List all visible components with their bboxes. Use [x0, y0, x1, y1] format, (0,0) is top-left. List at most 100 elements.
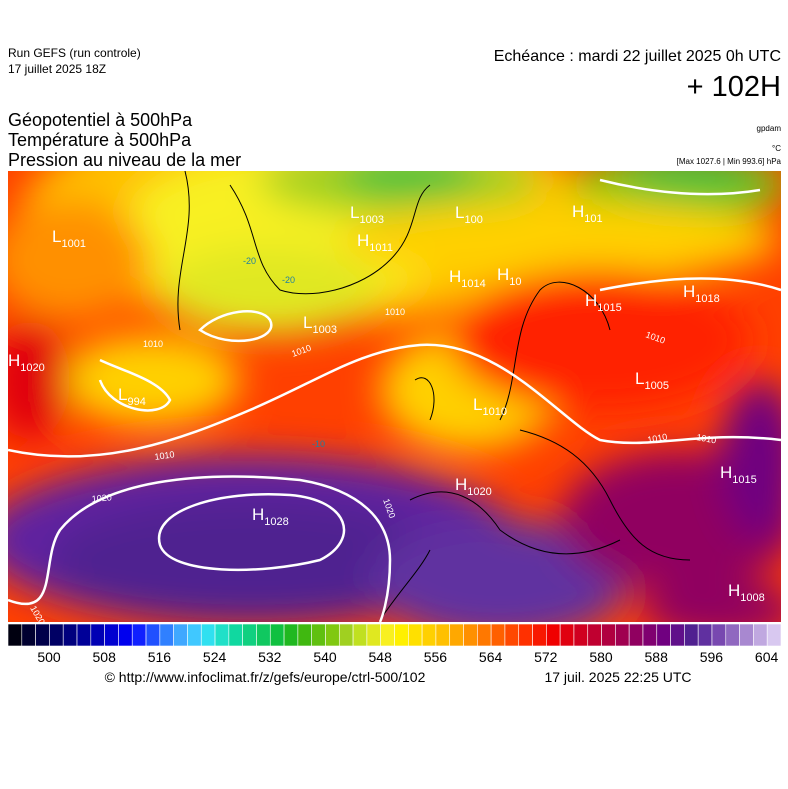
pressure-center: H1015 — [585, 291, 622, 314]
center-value: 1003 — [312, 324, 336, 336]
center-letter: L — [118, 385, 127, 404]
colorbar-swatch — [408, 623, 423, 647]
pressure-center: L1010 — [473, 395, 507, 418]
pressure-center: L1003 — [350, 203, 384, 226]
run-date: 17 juillet 2025 18Z — [8, 62, 106, 76]
colorbar-swatch — [711, 623, 727, 647]
temperature-label: -20 — [243, 256, 256, 266]
colorbar-tick-label: 508 — [93, 649, 117, 665]
center-letter: H — [8, 351, 20, 370]
colorbar-swatch — [518, 623, 533, 647]
colorbar-swatch — [670, 623, 685, 647]
colorbar-tick-label: 540 — [313, 649, 337, 665]
colorbar-swatch — [766, 623, 782, 647]
center-value: 1008 — [740, 592, 764, 604]
unit-label: °C — [772, 144, 781, 153]
center-letter: H — [455, 475, 467, 494]
isobar-label: 1010 — [143, 339, 163, 349]
colorbar-swatch — [118, 623, 133, 647]
colorbar-swatch — [49, 623, 64, 647]
colorbar-swatch — [725, 623, 740, 647]
center-letter: L — [455, 203, 464, 222]
colorbar-swatch — [62, 623, 78, 647]
pressure-center: L100 — [455, 203, 483, 226]
center-letter: H — [449, 267, 461, 286]
colorbar-swatch — [297, 623, 312, 647]
colorbar-swatch — [145, 623, 161, 647]
map — [8, 171, 781, 622]
colorbar-swatch — [656, 623, 671, 647]
colorbar-tick-label: 572 — [534, 649, 558, 665]
isobar-label: 1020 — [91, 492, 112, 504]
colorbar-swatch — [325, 623, 340, 647]
center-value: 1005 — [644, 380, 668, 392]
unit-label: gpdam — [757, 124, 782, 133]
colorbar-swatch — [449, 623, 464, 647]
center-value: 994 — [127, 396, 145, 408]
colorbar-swatch — [684, 623, 699, 647]
colorbar-swatch — [463, 623, 478, 647]
coastlines — [177, 171, 691, 621]
colorbar-swatch — [546, 623, 561, 647]
colorbar-swatch — [628, 623, 644, 647]
pressure-center: H1014 — [449, 267, 486, 290]
timestamp: 17 juil. 2025 22:25 UTC — [544, 669, 691, 685]
valid-time: Echéance : mardi 22 juillet 2025 0h UTC — [494, 48, 781, 65]
temperature-label: -20 — [282, 275, 295, 285]
isobar-label: 1010 — [647, 432, 668, 445]
colorbar-swatch — [35, 623, 50, 647]
field-title: Température à 500hPa — [8, 130, 192, 150]
isobar-label: 1010 — [696, 432, 717, 445]
colorbar-swatch — [283, 623, 299, 647]
center-letter: H — [252, 505, 264, 524]
colorbar-swatch — [490, 623, 506, 647]
center-value: 1018 — [695, 293, 719, 305]
colorbar-tick-label: 532 — [258, 649, 282, 665]
colorbar-swatch — [21, 623, 36, 647]
pressure-center: L1005 — [635, 369, 669, 392]
colorbar-swatch — [753, 623, 768, 647]
center-value: 1003 — [359, 214, 383, 226]
pressure-center: H10 — [497, 265, 522, 288]
center-value: 1014 — [461, 278, 485, 290]
colorbar-swatch — [187, 623, 202, 647]
isobar-label: 1010 — [385, 307, 405, 317]
colorbar-swatch — [739, 623, 754, 647]
pressure-center: H1028 — [252, 505, 289, 528]
colorbar-tick-label: 524 — [203, 649, 227, 665]
colorbar-tick-label: 500 — [37, 649, 61, 665]
colorbar-swatch — [159, 623, 174, 647]
field-title: Géopotentiel à 500hPa — [8, 110, 193, 130]
temperature-label: -10 — [312, 439, 325, 449]
isobar-label: 1010 — [154, 449, 175, 462]
colorbar-swatch — [587, 623, 602, 647]
colorbar-swatch — [104, 623, 119, 647]
center-letter: L — [635, 369, 644, 388]
colorbar-swatch — [504, 623, 520, 647]
colorbar-swatch — [200, 623, 216, 647]
pressure-center: L1001 — [52, 227, 86, 250]
pressure-center: H1015 — [720, 463, 757, 486]
center-letter: H — [728, 581, 740, 600]
colorbar-swatch — [697, 623, 713, 647]
pressure-center: H1020 — [455, 475, 492, 498]
colorbar-tick-label: 516 — [148, 649, 172, 665]
center-letter: L — [350, 203, 359, 222]
center-value: 1020 — [20, 362, 44, 374]
center-value: 100 — [464, 214, 482, 226]
colorbar-swatch — [601, 623, 616, 647]
colorbar-swatch — [559, 623, 575, 647]
center-letter: H — [357, 231, 369, 250]
colorbar-tick-label: 580 — [589, 649, 613, 665]
pressure-center: L994 — [118, 385, 146, 408]
colorbar-swatch — [615, 623, 630, 647]
run-label: Run GEFS (run controle) — [8, 46, 141, 60]
isobars — [8, 178, 781, 622]
colorbar-swatch — [269, 623, 285, 647]
colorbar-swatch — [131, 623, 147, 647]
colorbar-swatch — [338, 623, 354, 647]
colorbar-tick-label: 596 — [700, 649, 724, 665]
